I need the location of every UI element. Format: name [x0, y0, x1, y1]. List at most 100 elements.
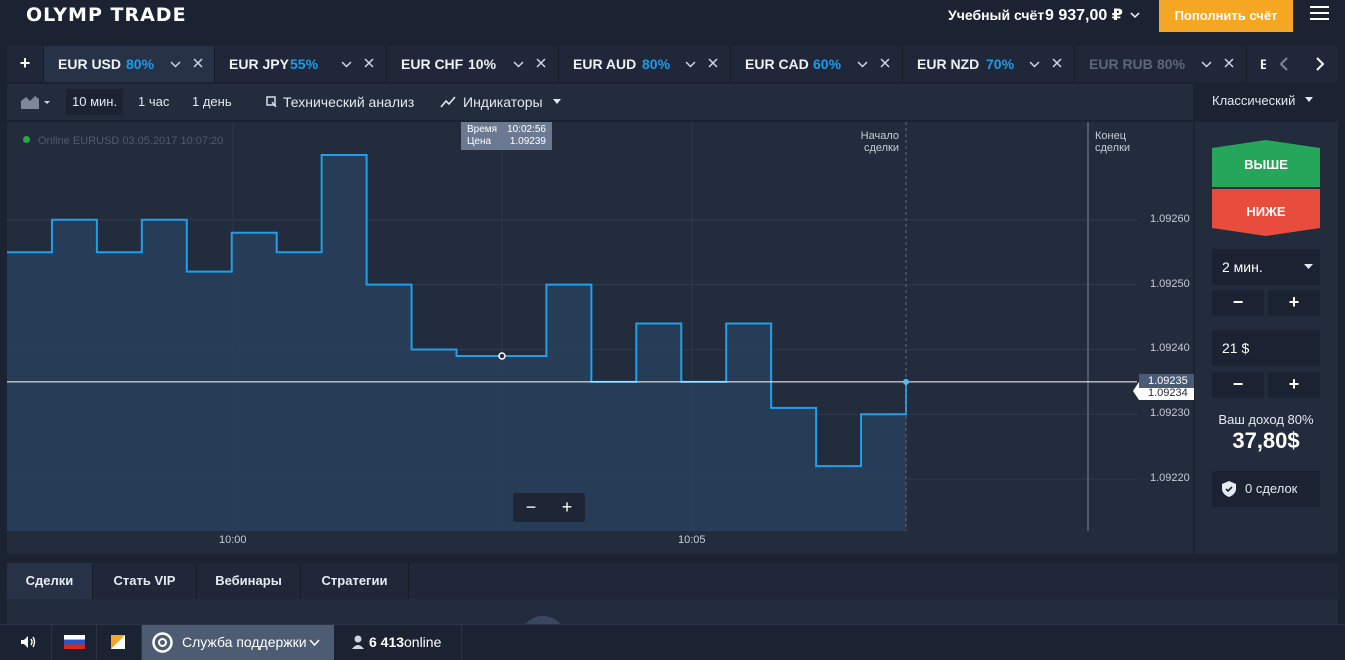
logo[interactable]: OLYMP TRADE: [26, 4, 187, 26]
asset-percent: 80%: [642, 56, 671, 72]
trade-start-label: Начало сделки: [860, 130, 899, 154]
tooltip-time-label: Время: [467, 124, 498, 135]
chevron-down-icon[interactable]: [1201, 59, 1212, 70]
lower-button[interactable]: НИЖЕ: [1212, 189, 1320, 236]
timeframe-1day[interactable]: 1 день: [192, 94, 232, 109]
indicators-button[interactable]: Индикаторы: [463, 94, 543, 110]
asset-tab-eurnzd[interactable]: EUR NZD 70%: [902, 46, 1073, 82]
drawing-tool-icon: [266, 96, 277, 108]
asset-tab-partial[interactable]: E: [1246, 46, 1266, 82]
price-tick-label: 1.09240: [1150, 342, 1190, 354]
online-status: Online EURUSD 03.05.2017 10:07:20: [23, 135, 223, 147]
asset-tab-eurrub[interactable]: EUR RUB 80%: [1074, 46, 1245, 82]
close-icon[interactable]: [1051, 57, 1063, 69]
view-mode-label: Классический: [1212, 93, 1296, 108]
chevron-down-icon[interactable]: [685, 59, 696, 70]
asset-symbol: EUR AUD: [573, 56, 637, 72]
asset-symbol: EUR RUB: [1089, 56, 1153, 72]
user-icon: [352, 635, 364, 649]
income-label: Ваш доход 80%: [1218, 412, 1314, 427]
shield-icon: [1222, 481, 1236, 497]
close-icon[interactable]: [879, 57, 891, 69]
asset-percent: 80%: [1157, 56, 1186, 72]
chevron-down-icon[interactable]: [513, 59, 524, 70]
price-tick-label: 1.09250: [1150, 278, 1190, 290]
asset-percent: 80%: [126, 56, 155, 72]
amount-input[interactable]: 21 $: [1212, 330, 1320, 366]
bottom-tab-bar: Сделки Стать VIP Вебинары Стратегии: [7, 563, 1338, 599]
close-icon[interactable]: [363, 57, 375, 69]
chevron-left-icon: [1279, 57, 1288, 71]
close-icon[interactable]: [192, 57, 204, 69]
deposit-button[interactable]: Пополнить счёт: [1159, 0, 1293, 32]
chart-toolbar: 10 мин. 1 час 1 день Технический анализ …: [7, 84, 1193, 120]
asset-tab-eurjpy[interactable]: EUR JPY 55%: [214, 46, 385, 82]
chevron-down-icon[interactable]: [341, 59, 352, 70]
open-deals-button[interactable]: 0 сделок: [1212, 471, 1320, 507]
sound-toggle[interactable]: [0, 625, 52, 660]
lifebuoy-icon: [152, 632, 173, 653]
timeframe-1hour[interactable]: 1 час: [138, 94, 170, 109]
asset-tab-eurcad[interactable]: EUR CAD 60%: [730, 46, 901, 82]
close-icon[interactable]: [535, 57, 547, 69]
technical-analysis-button[interactable]: Технический анализ: [283, 94, 415, 110]
current-price-marker: 1.09235 1.09234: [1133, 373, 1194, 403]
area-chart-icon[interactable]: [19, 93, 53, 111]
chevron-down-icon[interactable]: [1029, 59, 1040, 70]
tabs-scroll-left-button[interactable]: [1266, 46, 1302, 82]
amount-decrease-button[interactable]: −: [1212, 372, 1264, 398]
time-tick-label: 10:00: [219, 534, 247, 546]
price-chart[interactable]: Online EURUSD 03.05.2017 10:07:20 Время 1…: [7, 122, 1194, 554]
asset-percent: 60%: [813, 56, 842, 72]
expiration-decrease-button[interactable]: −: [1212, 290, 1264, 316]
tab-webinars[interactable]: Вебинары: [197, 563, 301, 599]
tab-deals[interactable]: Сделки: [7, 563, 93, 599]
close-icon[interactable]: [1223, 57, 1235, 69]
chart-canvas[interactable]: [7, 122, 1193, 554]
zoom-in-button[interactable]: +: [561, 497, 573, 517]
tab-strategies[interactable]: Стратегии: [301, 563, 409, 599]
chevron-down-icon[interactable]: [1130, 10, 1140, 20]
tab-become-vip[interactable]: Стать VIP: [93, 563, 197, 599]
add-asset-tab-button[interactable]: +: [7, 46, 43, 82]
support-button[interactable]: Служба поддержки: [142, 625, 334, 660]
current-point: [903, 378, 909, 385]
current-price-value: 1.09235: [1148, 375, 1188, 387]
price-tick-label: 1.09230: [1150, 407, 1190, 419]
asset-percent: 10%: [468, 56, 497, 72]
language-selector[interactable]: [52, 625, 97, 660]
price-tick-label: 1.09220: [1150, 472, 1190, 484]
view-mode-select[interactable]: Классический: [1212, 93, 1313, 108]
zoom-out-button[interactable]: −: [525, 497, 537, 517]
account-type-label[interactable]: Учебный счёт: [948, 7, 1045, 23]
expiration-select[interactable]: 2 мин.: [1212, 249, 1320, 285]
speaker-icon: [21, 636, 36, 648]
chevron-down-icon[interactable]: [170, 59, 181, 70]
asset-tab-eurchf[interactable]: EUR CHF 10%: [386, 46, 557, 82]
theme-toggle[interactable]: [97, 625, 142, 660]
asset-symbol: EUR JPY: [229, 56, 289, 72]
timeframe-10min[interactable]: 10 мин.: [66, 89, 124, 115]
flag-russia-icon: [64, 635, 85, 649]
expiration-increase-button[interactable]: +: [1268, 290, 1320, 316]
chevron-down-icon[interactable]: [857, 59, 868, 70]
tooltip-price-value: 1.09239: [509, 136, 546, 147]
chevron-down-icon: [309, 639, 320, 647]
asset-tab-eurusd[interactable]: EUR USD 80%: [43, 46, 214, 82]
current-price-shadow: 1.09234: [1148, 387, 1188, 398]
income-value: 37,80$: [1232, 428, 1300, 453]
hamburger-menu-icon[interactable]: [1310, 6, 1330, 24]
asset-tab-euraud[interactable]: EUR AUD 80%: [558, 46, 729, 82]
online-counter: 6 413 online: [334, 625, 462, 660]
higher-button[interactable]: ВЫШЕ: [1212, 140, 1320, 187]
theme-icon: [111, 635, 125, 649]
amount-increase-button[interactable]: +: [1268, 372, 1320, 398]
price-line: [7, 153, 907, 468]
balance-value[interactable]: 9 937,00 ₽: [1045, 7, 1123, 24]
indicators-icon: [440, 96, 456, 108]
trade-end-label: Конец сделки: [1095, 130, 1131, 154]
tabs-scroll-right-button[interactable]: [1302, 46, 1338, 82]
online-dot-icon: [23, 136, 30, 143]
close-icon[interactable]: [707, 57, 719, 69]
price-tick-label: 1.09260: [1150, 213, 1190, 225]
